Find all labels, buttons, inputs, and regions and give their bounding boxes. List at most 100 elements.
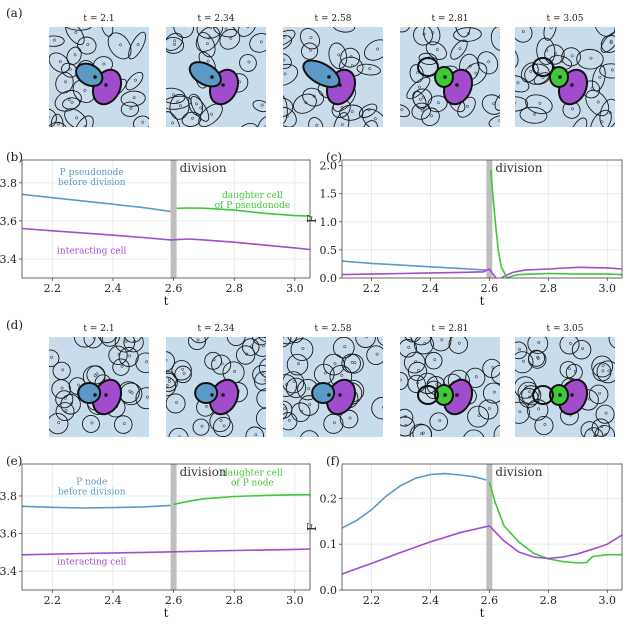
- tissue-cell: [588, 384, 609, 405]
- tissue-cell: [55, 72, 74, 94]
- tissue-cell: [285, 377, 307, 399]
- tissue-cell: [49, 412, 69, 435]
- tissue-cell: [283, 97, 294, 118]
- tissue-cell: [600, 31, 615, 53]
- cell-nucleus: [176, 100, 180, 104]
- tissue-cell: [585, 89, 610, 117]
- cell-nucleus: [178, 435, 181, 437]
- x-axis-label: t: [480, 294, 485, 308]
- cell-nucleus: [537, 341, 541, 344]
- cell-nucleus: [86, 43, 90, 46]
- cell-nucleus: [457, 341, 461, 345]
- tissue-cell: [168, 427, 189, 437]
- tissue-cell: [283, 337, 298, 345]
- tissue-cell: [404, 337, 421, 343]
- tissue-cell: [515, 27, 533, 43]
- cell-nucleus: [117, 352, 121, 356]
- cell-nucleus: [68, 67, 72, 71]
- x-tick-label: 2.4: [422, 594, 440, 607]
- tissue-cell: [332, 27, 356, 33]
- cell-nucleus: [589, 427, 593, 431]
- x-tick-label: 2.8: [225, 282, 243, 295]
- cell-nucleus: [312, 94, 316, 98]
- tissue-cell: [493, 424, 500, 437]
- cell-nucleus: [173, 39, 177, 43]
- cell-nucleus: [491, 366, 495, 369]
- cell-nucleus: [130, 391, 134, 395]
- tissue-cell: [400, 104, 411, 118]
- cell-nucleus: [417, 85, 421, 89]
- cell-nucleus: [292, 379, 296, 383]
- cell-nucleus: [222, 424, 226, 428]
- tissue-snapshot: [400, 27, 500, 127]
- cell-nucleus: [128, 389, 132, 393]
- cell-nucleus: [440, 338, 444, 342]
- panel-label-c: (c): [326, 150, 343, 164]
- series-line: [22, 504, 171, 509]
- tissue-cell: [166, 393, 186, 414]
- cell-nucleus: [209, 27, 213, 30]
- panel-label-e: (e): [6, 454, 23, 468]
- tissue-cell: [528, 350, 547, 369]
- cell-node: [558, 393, 562, 397]
- tissue-cell: [599, 98, 615, 127]
- snapshot-time: t = 2.1: [83, 324, 115, 334]
- cell-nucleus: [199, 106, 203, 110]
- snapshot-time: t = 2.58: [314, 14, 352, 24]
- cell-nucleus: [53, 38, 56, 42]
- tissue-cell: [238, 122, 259, 127]
- cell-nucleus: [609, 39, 613, 43]
- cell-nucleus: [122, 422, 126, 426]
- cell-nucleus: [191, 116, 194, 120]
- tissue-cell: [283, 337, 292, 348]
- cell-nucleus: [536, 357, 540, 360]
- cell-nucleus: [581, 347, 585, 351]
- x-tick-label: 3.0: [286, 282, 304, 295]
- tissue-cell: [190, 337, 209, 344]
- tissue-cell: [371, 396, 383, 420]
- x-tick-label: 2.4: [104, 282, 122, 295]
- tissue-snapshot: [283, 27, 383, 127]
- panel-label-d: (d): [6, 318, 24, 332]
- y-tick-label: 3.6: [0, 528, 17, 541]
- tissue-cell: [413, 27, 433, 46]
- cell-nucleus: [407, 345, 411, 349]
- x-tick-label: 2.8: [540, 594, 558, 607]
- snapshot-time: t = 2.81: [431, 14, 469, 24]
- x-tick-label: 2.6: [481, 594, 499, 607]
- snapshot-time: t = 2.58: [314, 324, 352, 334]
- tissue-cell: [407, 361, 428, 382]
- tissue-snapshot: [283, 337, 383, 437]
- series-annotation: interacting cell: [57, 246, 126, 256]
- cell-nucleus: [229, 36, 233, 40]
- tissue-cell: [594, 425, 615, 437]
- tissue-cell: [132, 115, 149, 127]
- cell-nucleus: [120, 364, 124, 368]
- cell-nucleus: [205, 42, 209, 46]
- cell-nucleus: [304, 101, 308, 105]
- cell-node: [558, 75, 562, 79]
- cell-nucleus: [219, 419, 223, 422]
- cell-nucleus: [420, 432, 424, 436]
- cell-nucleus: [537, 407, 541, 411]
- cell-node: [327, 393, 331, 397]
- series-line: [22, 227, 310, 251]
- cell-nucleus: [124, 339, 128, 343]
- cell-nucleus: [350, 110, 354, 114]
- cell-nucleus: [332, 421, 336, 425]
- y-tick-label: 1.0: [320, 216, 338, 229]
- sibling-cell: [532, 57, 554, 77]
- cell-nucleus: [50, 355, 54, 359]
- series-line: [342, 525, 622, 575]
- tissue-cell: [190, 96, 210, 122]
- tissue-cell: [249, 33, 266, 53]
- tissue-cell: [252, 337, 266, 357]
- panel-label-f: (f): [326, 454, 340, 468]
- cell-nucleus: [308, 403, 312, 406]
- tissue-cell: [211, 354, 232, 375]
- tissue-cell: [559, 361, 577, 379]
- tissue-cell: [300, 430, 319, 437]
- tissue-cell: [515, 341, 528, 360]
- cell-nucleus: [200, 424, 204, 428]
- cell-nucleus: [196, 338, 200, 342]
